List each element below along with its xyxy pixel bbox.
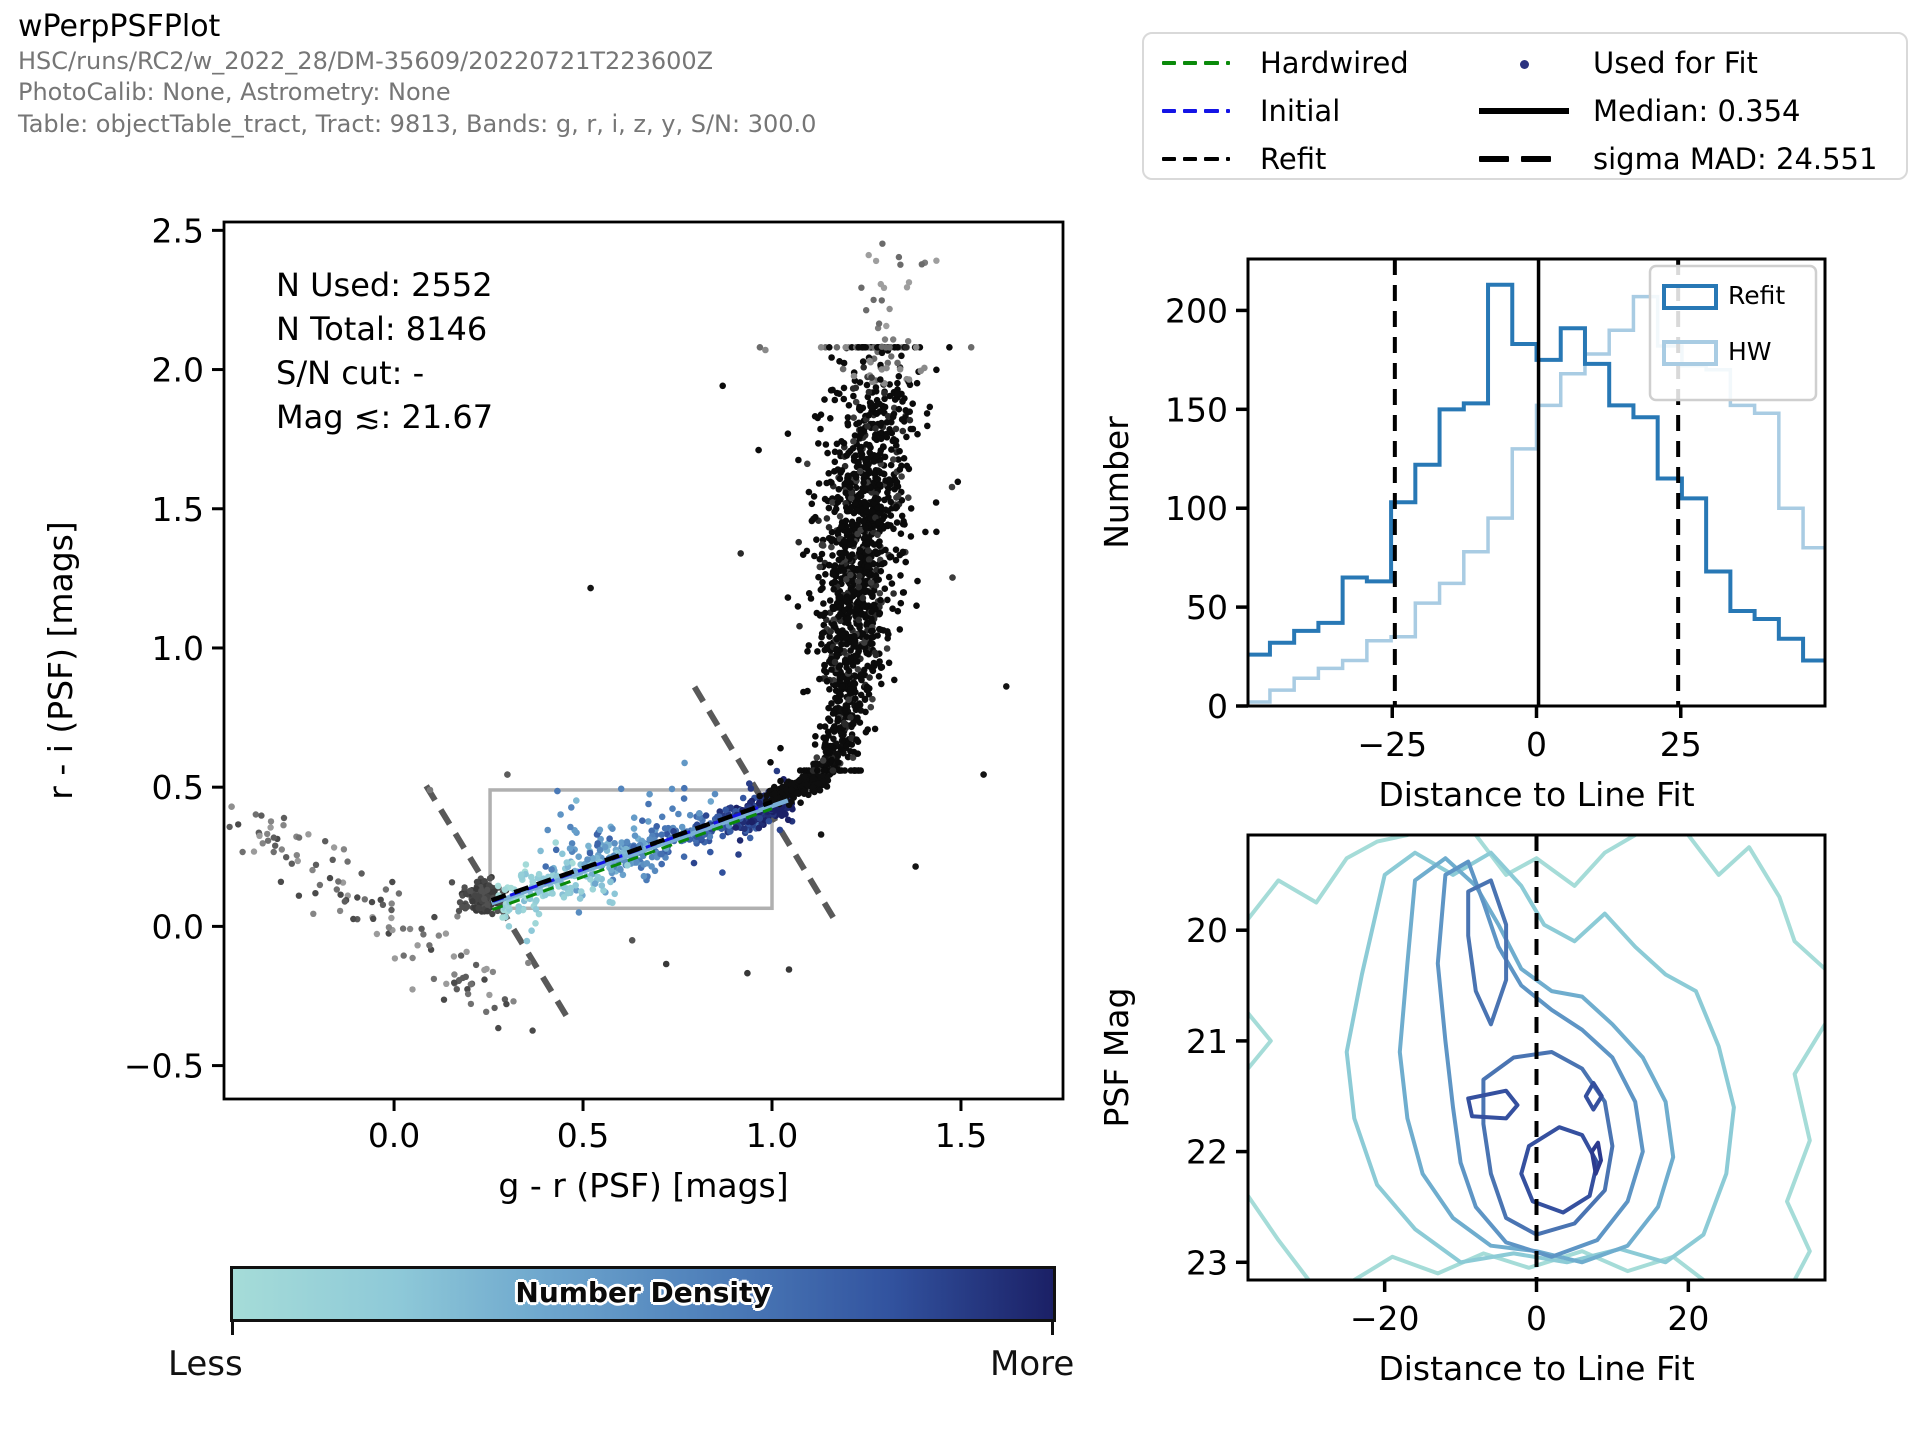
colorbar-more-label: More [990, 1344, 1075, 1384]
sigma-mad-24-551-marker [1479, 155, 1569, 163]
hist-ytick-label: 100 [1165, 489, 1228, 528]
legend-item-label: Used for Fit [1593, 46, 1758, 80]
main-ytick-label: −0.5 [124, 1047, 204, 1086]
hist-ytick-label: 50 [1186, 588, 1228, 627]
hist-xtick-label: 0 [1526, 725, 1547, 764]
hist-xtick-label: 25 [1660, 725, 1702, 764]
main-xtick-label: 0.0 [368, 1116, 420, 1155]
header-table-line: Table: objectTable_tract, Tract: 9813, B… [18, 109, 817, 138]
hist-ytick-label: 0 [1207, 687, 1228, 726]
hist-xaxis-label: Distance to Line Fit [1378, 775, 1694, 814]
perp-cut-line-1 [691, 685, 837, 921]
contour-level-0 [1248, 1193, 1311, 1280]
stats-annotation-line: Mag ≲: 21.67 [276, 398, 493, 436]
legend-swatch-hw [1662, 340, 1718, 366]
main-ytick-label: 2.5 [152, 211, 204, 250]
main-ytick-label: 0.0 [152, 907, 204, 946]
legend-swatch-refit [1662, 284, 1718, 310]
fit-selection-box [488, 788, 774, 911]
colorbar-tick-left [231, 1322, 234, 1335]
contour-level-5 [1519, 1125, 1600, 1215]
median-0-354-marker [1479, 108, 1569, 114]
contour-xtick-label: 0 [1526, 1299, 1547, 1338]
hist-series-refit [1248, 282, 1825, 663]
header-run-line: HSC/runs/RC2/w_2022_28/DM-35609/20220721… [18, 46, 714, 75]
contour-level-0 [1248, 835, 1410, 922]
legend-item-label: Refit [1260, 142, 1327, 176]
contour-level-6 [1589, 1140, 1603, 1176]
fit-solid [490, 798, 789, 906]
contour-level-5 [1583, 1081, 1604, 1112]
legend-item-label: Initial [1260, 94, 1341, 128]
contour-ytick-label: 20 [1186, 911, 1228, 950]
contour-yaxis-label: PSF Mag [1097, 988, 1136, 1128]
distance-histogram-plot: Refit HW −25 0 25 0 50 100 150 200 Distance to Lin… [1097, 257, 1827, 814]
stats-annotation-line: N Used: 2552 [276, 266, 493, 304]
legend-label-hw: HW [1728, 337, 1772, 366]
contour-level-0 [1473, 835, 1638, 888]
color-color-plot: 0.0 0.5 1.0 1.5 −0.5 0.0 0.5 1.0 1.5 2.0 2.5 g - r … [41, 211, 1065, 1205]
fit-lines-legend: Hardwired Initial Refit Used for Fit Median:… [1142, 32, 1908, 180]
contour-xtick-label: 20 [1667, 1299, 1709, 1338]
page-title: wPerpPSFPlot [18, 9, 221, 44]
colorbar-tick-right [1051, 1322, 1054, 1335]
legend-item-used-for-fit: Used for Fit [1479, 46, 1758, 80]
hardwired-line [491, 807, 773, 912]
main-xaxis-label: g - r (PSF) [mags] [498, 1166, 788, 1205]
contour-xaxis-label: Distance to Line Fit [1378, 1349, 1694, 1388]
contour-level-0 [1785, 1022, 1825, 1280]
legend-item-sigma-mad-24-551: sigma MAD: 24.551 [1479, 142, 1878, 176]
legend-item-refit: Refit [1162, 142, 1327, 176]
main-axes-frame [222, 220, 1065, 1101]
legend-item-label: sigma MAD: 24.551 [1593, 142, 1878, 176]
refit-line [490, 799, 773, 903]
number-density-colorbar [230, 1266, 1056, 1322]
main-yaxis-label: r - i (PSF) [mags] [41, 521, 80, 799]
contour-ytick-label: 21 [1186, 1022, 1228, 1061]
hist-ytick-label: 150 [1165, 390, 1228, 429]
histogram-inner-legend: Refit HW [1648, 264, 1818, 402]
main-xtick-label: 1.0 [746, 1116, 798, 1155]
main-ytick-label: 1.5 [152, 490, 204, 529]
stats-annotation-line: N Total: 8146 [276, 310, 487, 348]
initial-marker [1162, 108, 1230, 114]
legend-item-label: Median: 0.354 [1593, 94, 1801, 128]
hardwired-marker [1162, 60, 1230, 66]
contour-level-5 [1466, 1088, 1520, 1121]
hist-xtick-label: −25 [1357, 725, 1427, 764]
page-header: wPerpPSFPlot HSC/runs/RC2/w_2022_28/DM-3… [18, 8, 816, 141]
contour-xtick-label: −20 [1350, 1299, 1420, 1338]
stats-annotation-line: S/N cut: - [276, 354, 424, 392]
main-xtick-label: 0.5 [557, 1116, 609, 1155]
contour-level-0 [1248, 1011, 1273, 1071]
main-ytick-label: 2.0 [152, 351, 204, 390]
contour-ytick-label: 22 [1186, 1133, 1228, 1172]
contour-ytick-label: 23 [1186, 1243, 1228, 1282]
refit-marker [1162, 156, 1230, 162]
legend-item-median-0-354: Median: 0.354 [1479, 94, 1801, 128]
colorbar-label: Number Density [515, 1276, 771, 1309]
legend-label-refit: Refit [1728, 281, 1785, 310]
hist-ytick-label: 200 [1165, 291, 1228, 330]
main-ytick-label: 0.5 [152, 768, 204, 807]
main-ytick-label: 1.0 [152, 629, 204, 668]
main-xtick-label: 1.5 [935, 1116, 987, 1155]
colorbar-less-label: Less [168, 1344, 243, 1384]
contour-level-4 [1481, 1050, 1615, 1237]
legend-item-hardwired: Hardwired [1162, 46, 1409, 80]
contour-level-4 [1466, 878, 1509, 1027]
perp-cut-line-0 [423, 784, 572, 1022]
legend-item-label: Hardwired [1260, 46, 1409, 80]
contour-level-3 [1435, 859, 1645, 1259]
contour-level-0 [1686, 835, 1825, 971]
header-calib-line: PhotoCalib: None, Astrometry: None [18, 78, 451, 107]
hist-yaxis-label: Number [1097, 416, 1136, 549]
used-for-fit-marker [1479, 54, 1569, 73]
contour-plot: −20 0 20 20 21 22 23 Distance to Line Fit PSF Ma… [1097, 833, 1827, 1388]
contour-level-2 [1397, 856, 1676, 1265]
contour-level-1 [1344, 850, 1736, 1265]
legend-item-initial: Initial [1162, 94, 1341, 128]
